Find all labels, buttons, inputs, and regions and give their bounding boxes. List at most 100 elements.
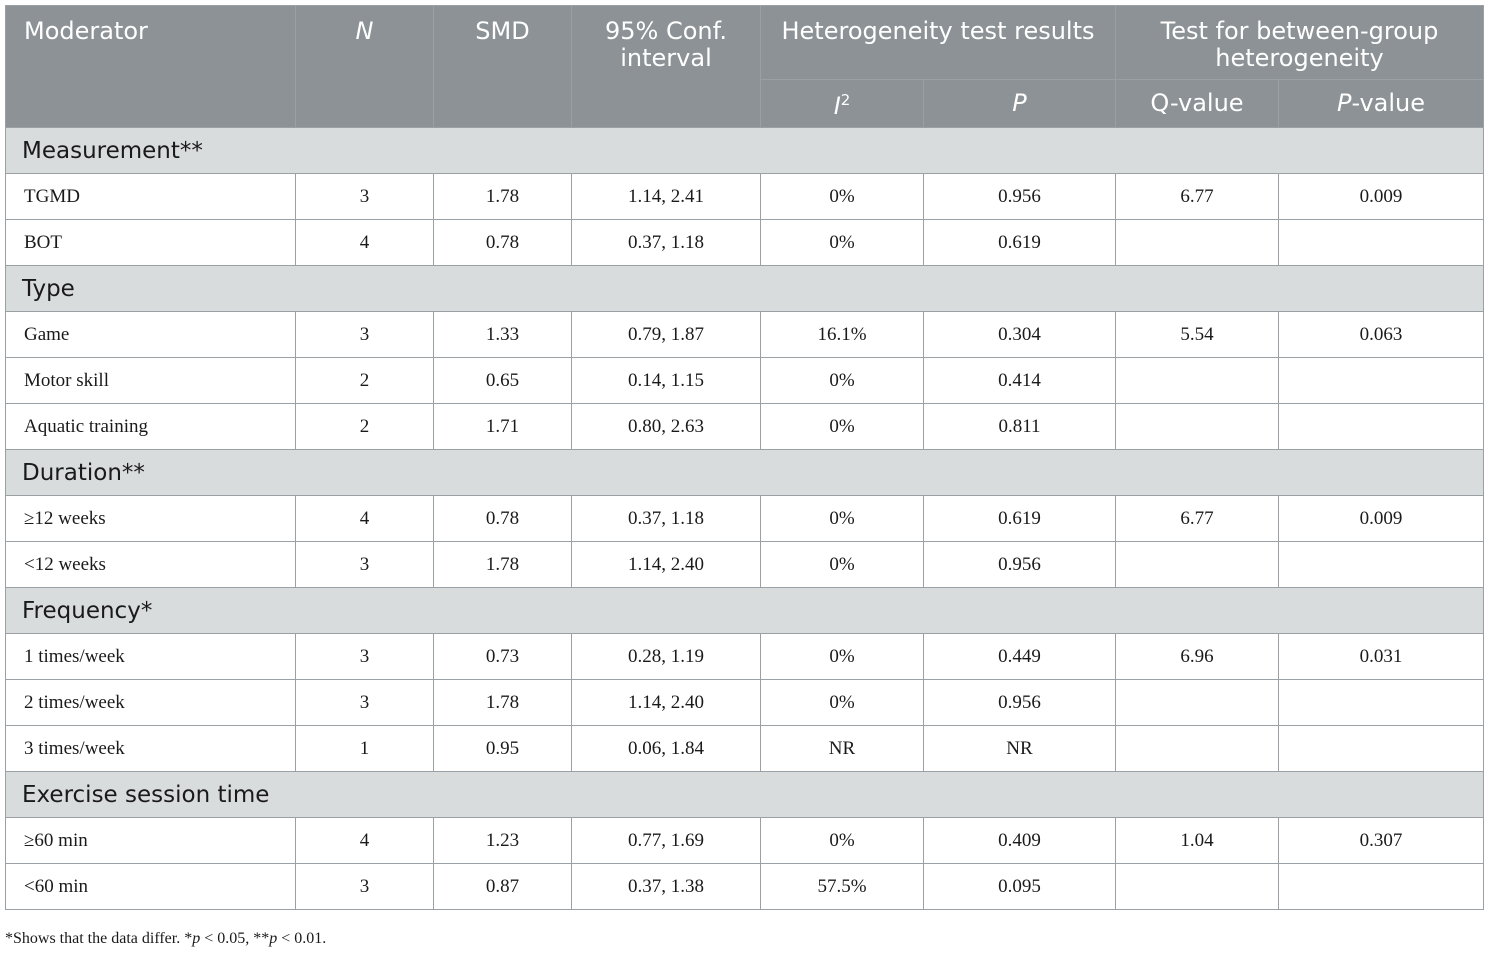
cell-pval: 0.063	[1278, 311, 1484, 358]
table-row: ≥60 min 4 1.23 0.77, 1.69 0% 0.409 1.04 0.307	[5, 817, 1484, 864]
table-row: 1 times/week 3 0.73 0.28, 1.19 0% 0.449 6.96 0.…	[5, 633, 1484, 680]
cell-i2: 16.1%	[760, 311, 924, 358]
cell-i2: 0%	[760, 219, 924, 266]
cell-ci: 0.77, 1.69	[571, 817, 761, 864]
row-label: TGMD	[5, 173, 296, 220]
header-p-value-rest: -value	[1351, 89, 1426, 117]
cell-n: 3	[295, 541, 434, 588]
cell-pval	[1278, 541, 1484, 588]
cell-n: 3	[295, 173, 434, 220]
cell-p: 0.956	[923, 173, 1116, 220]
table-row: 2 times/week 3 1.78 1.14, 2.40 0% 0.956	[5, 679, 1484, 726]
header-p: P	[923, 79, 1116, 128]
cell-q: 6.96	[1115, 633, 1279, 680]
cell-ci: 0.28, 1.19	[571, 633, 761, 680]
cell-i2: 0%	[760, 495, 924, 542]
cell-smd: 0.78	[433, 219, 572, 266]
cell-q: 5.54	[1115, 311, 1279, 358]
footnote-part1: *Shows that the data differ. *	[5, 930, 193, 947]
cell-pval	[1278, 679, 1484, 726]
cell-p: 0.449	[923, 633, 1116, 680]
cell-p: NR	[923, 725, 1116, 772]
cell-pval	[1278, 725, 1484, 772]
cell-n: 1	[295, 725, 434, 772]
header-p-value-italic: P	[1336, 89, 1352, 117]
group-header-row: Exercise session time	[5, 771, 1484, 818]
cell-smd: 1.78	[433, 173, 572, 220]
cell-smd: 1.23	[433, 817, 572, 864]
group-header-row: Measurement**	[5, 127, 1484, 174]
cell-p: 0.095	[923, 863, 1116, 910]
cell-q: 6.77	[1115, 495, 1279, 542]
header-p-value: P-value	[1278, 79, 1484, 128]
table-row: TGMD 3 1.78 1.14, 2.41 0% 0.956 6.77 0.009	[5, 173, 1484, 220]
table-row: Motor skill 2 0.65 0.14, 1.15 0% 0.414	[5, 357, 1484, 404]
cell-i2: 57.5%	[760, 863, 924, 910]
cell-q	[1115, 403, 1279, 450]
cell-pval	[1278, 863, 1484, 910]
table-row: BOT 4 0.78 0.37, 1.18 0% 0.619	[5, 219, 1484, 266]
cell-ci: 0.14, 1.15	[571, 357, 761, 404]
cell-smd: 1.33	[433, 311, 572, 358]
header-ci: 95% Conf. interval	[571, 5, 761, 128]
cell-q	[1115, 357, 1279, 404]
cell-i2: 0%	[760, 817, 924, 864]
cell-i2: 0%	[760, 403, 924, 450]
header-n: N	[295, 5, 434, 128]
group-header-row: Type	[5, 265, 1484, 312]
footnote-part2: < 0.05, **	[200, 930, 270, 947]
cell-n: 3	[295, 679, 434, 726]
row-label: Aquatic training	[5, 403, 296, 450]
row-label: 3 times/week	[5, 725, 296, 772]
cell-n: 4	[295, 495, 434, 542]
header-between-group-label: Test for between-group heterogeneity	[1160, 17, 1439, 72]
group-title: Duration**	[5, 449, 1484, 496]
cell-q: 1.04	[1115, 817, 1279, 864]
cell-ci: 0.80, 2.63	[571, 403, 761, 450]
cell-ci: 0.37, 1.38	[571, 863, 761, 910]
cell-p: 0.619	[923, 495, 1116, 542]
row-label: <12 weeks	[5, 541, 296, 588]
header-i2: I2	[760, 79, 924, 128]
table-row: <12 weeks 3 1.78 1.14, 2.40 0% 0.956	[5, 541, 1484, 588]
cell-n: 4	[295, 219, 434, 266]
row-label: <60 min	[5, 863, 296, 910]
cell-q	[1115, 679, 1279, 726]
row-label: Motor skill	[5, 357, 296, 404]
cell-p: 0.304	[923, 311, 1116, 358]
cell-ci: 0.37, 1.18	[571, 219, 761, 266]
cell-n: 2	[295, 357, 434, 404]
row-label: ≥12 weeks	[5, 495, 296, 542]
cell-smd: 0.95	[433, 725, 572, 772]
cell-smd: 0.73	[433, 633, 572, 680]
cell-ci: 0.06, 1.84	[571, 725, 761, 772]
row-label: 1 times/week	[5, 633, 296, 680]
cell-i2: 0%	[760, 173, 924, 220]
cell-pval: 0.009	[1278, 173, 1484, 220]
group-title: Type	[5, 265, 1484, 312]
cell-ci: 0.37, 1.18	[571, 495, 761, 542]
row-label: BOT	[5, 219, 296, 266]
cell-p: 0.619	[923, 219, 1116, 266]
cell-ci: 1.14, 2.40	[571, 679, 761, 726]
group-title: Exercise session time	[5, 771, 1484, 818]
table-row: <60 min 3 0.87 0.37, 1.38 57.5% 0.095	[5, 863, 1484, 910]
cell-i2: NR	[760, 725, 924, 772]
cell-smd: 1.78	[433, 679, 572, 726]
group-header-row: Frequency*	[5, 587, 1484, 634]
cell-pval	[1278, 357, 1484, 404]
table-body: Measurement** TGMD 3 1.78 1.14, 2.41 0% 0.956 6…	[5, 127, 1484, 910]
header-i2-sup: 2	[840, 91, 851, 109]
cell-smd: 1.78	[433, 541, 572, 588]
cell-i2: 0%	[760, 633, 924, 680]
footnote-p2: p	[269, 930, 278, 947]
cell-i2: 0%	[760, 541, 924, 588]
cell-smd: 1.71	[433, 403, 572, 450]
table-row: Game 3 1.33 0.79, 1.87 16.1% 0.304 5.54 0.063	[5, 311, 1484, 358]
cell-p: 0.414	[923, 357, 1116, 404]
row-label: 2 times/week	[5, 679, 296, 726]
table-row: ≥12 weeks 4 0.78 0.37, 1.18 0% 0.619 6.77 0.009	[5, 495, 1484, 542]
cell-i2: 0%	[760, 357, 924, 404]
group-header-row: Duration**	[5, 449, 1484, 496]
header-smd: SMD	[433, 5, 572, 128]
